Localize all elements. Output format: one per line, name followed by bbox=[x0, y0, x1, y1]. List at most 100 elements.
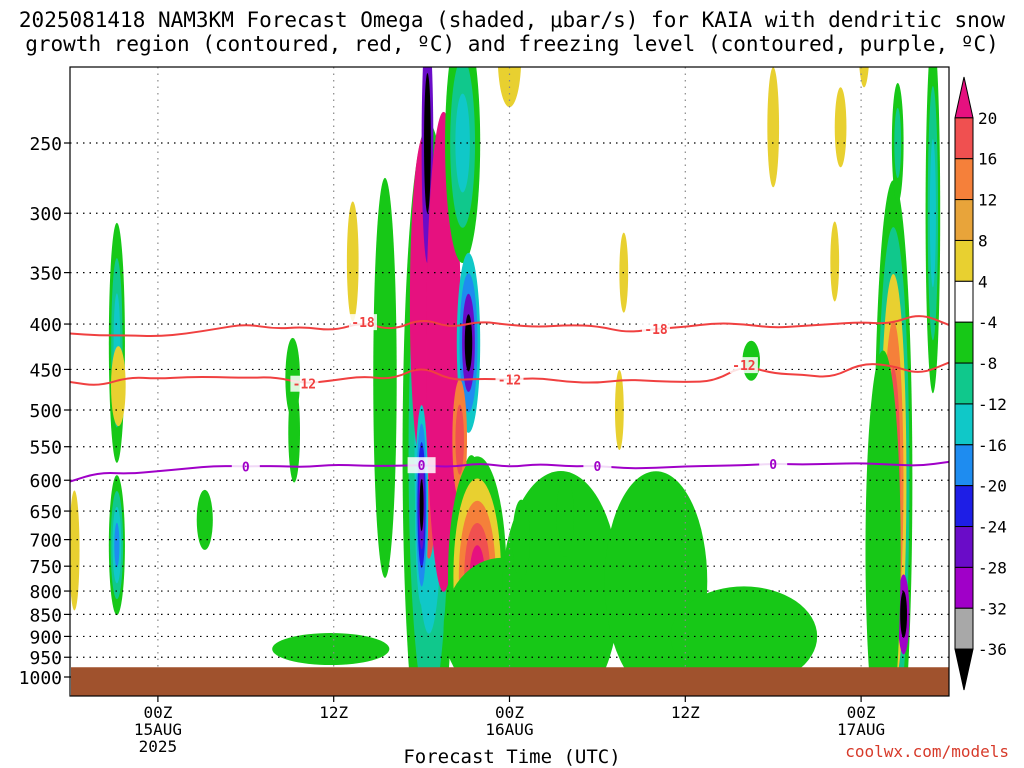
contour-label: 0 bbox=[242, 461, 250, 476]
x-axis-label: Forecast Time (UTC) bbox=[403, 746, 621, 768]
colorbar-label: 4 bbox=[978, 272, 988, 291]
colorbar-label: -32 bbox=[978, 599, 1007, 618]
x-tick-label: 00Z bbox=[847, 703, 876, 722]
omega-blob-30 bbox=[929, 139, 936, 288]
y-tick-label: 650 bbox=[29, 502, 62, 523]
omega-blob-1 bbox=[114, 522, 120, 568]
colorbar-bottom-arrow bbox=[954, 648, 974, 691]
contour-label-bg bbox=[495, 371, 524, 388]
colorbar-box bbox=[954, 199, 974, 241]
x-tick-label: 15AUG bbox=[134, 720, 182, 739]
omega-blob-7 bbox=[272, 633, 390, 666]
omega-blob-2 bbox=[70, 490, 80, 611]
ground-fill bbox=[71, 667, 949, 696]
colorbar-box bbox=[954, 158, 974, 201]
contour-label: 0 bbox=[418, 459, 426, 474]
omega-blob-16 bbox=[464, 314, 473, 372]
colorbar-label: -8 bbox=[978, 354, 997, 373]
y-tick-label: 500 bbox=[29, 401, 62, 422]
y-tick-label: 750 bbox=[29, 557, 62, 578]
y-tick-label: 350 bbox=[29, 264, 62, 285]
omega-blob-6 bbox=[196, 489, 213, 550]
y-tick-label: 1000 bbox=[19, 668, 62, 689]
colorbar-label: 8 bbox=[978, 231, 988, 250]
y-tick-label: 850 bbox=[29, 605, 62, 626]
omega-blob-13 bbox=[424, 73, 431, 213]
credit-link[interactable]: coolwx.com/models bbox=[845, 742, 1009, 761]
colorbar-label: -20 bbox=[978, 477, 1007, 496]
contour-label: 0 bbox=[593, 460, 601, 475]
x-tick-label: 12Z bbox=[671, 703, 700, 722]
x-tick-label: 00Z bbox=[495, 703, 524, 722]
omega-blob-15 bbox=[455, 93, 470, 193]
contour-label: -18 bbox=[644, 323, 668, 338]
colorbar-label: 16 bbox=[978, 150, 997, 169]
contour-label-bg bbox=[583, 457, 612, 474]
contour-label: -18 bbox=[351, 316, 375, 331]
omega-blob-39 bbox=[859, 67, 869, 88]
colorbar-label: -24 bbox=[978, 518, 1007, 537]
contour-label-bg bbox=[729, 357, 758, 374]
colorbar-box bbox=[954, 566, 974, 609]
colorbar-top-arrow bbox=[954, 76, 974, 119]
x-tick-label: 17AUG bbox=[837, 720, 885, 739]
omega-blob-22 bbox=[498, 67, 521, 108]
colorbar-box bbox=[954, 485, 974, 528]
colorbar-box bbox=[954, 444, 974, 487]
x-tick-label: 00Z bbox=[143, 703, 172, 722]
omega-blob-24 bbox=[614, 370, 624, 450]
omega-blob-12 bbox=[419, 479, 424, 532]
colorbar-label: -12 bbox=[978, 395, 1007, 414]
y-axis: 2503003504004505005506006507007508008509… bbox=[19, 134, 70, 689]
omega-blob-38 bbox=[767, 67, 780, 188]
omega-blob-35 bbox=[512, 499, 531, 580]
omega-blob-31 bbox=[894, 108, 902, 178]
omega-shading-layer bbox=[70, 67, 941, 696]
colorbar-box bbox=[954, 321, 974, 364]
y-tick-label: 800 bbox=[29, 582, 62, 603]
y-tick-label: 700 bbox=[29, 531, 62, 552]
colorbar-label: -16 bbox=[978, 436, 1007, 455]
x-tick-label: 2025 bbox=[139, 737, 178, 756]
contour-label-bg bbox=[349, 314, 377, 331]
y-tick-label: 950 bbox=[29, 648, 62, 669]
colorbar-box bbox=[954, 239, 974, 282]
ground-layer bbox=[71, 667, 949, 696]
omega-blob-8 bbox=[346, 201, 359, 322]
y-tick-label: 300 bbox=[29, 204, 62, 225]
colorbar-box bbox=[954, 607, 974, 650]
y-tick-label: 900 bbox=[29, 627, 62, 648]
contour-line-0 bbox=[70, 460, 949, 483]
contour-lines: -18 -18 -12 -12 -12 0 0 0 0 bbox=[70, 314, 949, 483]
chart-title-line2: growth region (contoured, red, ºC) and f… bbox=[25, 32, 999, 56]
contour-label-bg bbox=[231, 458, 260, 475]
omega-blob-18 bbox=[455, 404, 464, 475]
omega-blob-3 bbox=[111, 346, 126, 427]
colorbar-label: 12 bbox=[978, 191, 997, 210]
contour-label: -12 bbox=[732, 359, 755, 374]
colorbar-label: -28 bbox=[978, 558, 1007, 577]
colorbar-label: -4 bbox=[978, 313, 997, 332]
y-tick-label: 400 bbox=[29, 315, 62, 336]
contour-label-bg bbox=[642, 320, 670, 337]
y-tick-label: 550 bbox=[29, 438, 62, 459]
colorbar-label: -36 bbox=[978, 640, 1007, 659]
omega-blob-21 bbox=[502, 471, 620, 696]
y-tick-label: 450 bbox=[29, 360, 62, 381]
chart-title-line1: 2025081418 NAM3KM Forecast Omega (shaded… bbox=[18, 8, 1006, 32]
grid-lines bbox=[70, 67, 949, 696]
colorbar-box bbox=[954, 526, 974, 568]
contour-label: -12 bbox=[498, 374, 521, 389]
omega-blob-33 bbox=[830, 221, 840, 302]
contour-label-bg bbox=[407, 457, 436, 474]
colorbar-box bbox=[954, 280, 974, 323]
contour-line--18 bbox=[70, 315, 949, 338]
x-tick-label: 12Z bbox=[319, 703, 348, 722]
x-tick-label: 16AUG bbox=[485, 720, 533, 739]
y-tick-label: 600 bbox=[29, 471, 62, 492]
omega-blob-27 bbox=[670, 586, 818, 687]
colorbar-legend: 20 16 12 8 4 -4 -8 -12 -16 -20 -24 -28 -32 -36 bbox=[954, 76, 1007, 691]
omega-blob-29 bbox=[900, 591, 908, 638]
